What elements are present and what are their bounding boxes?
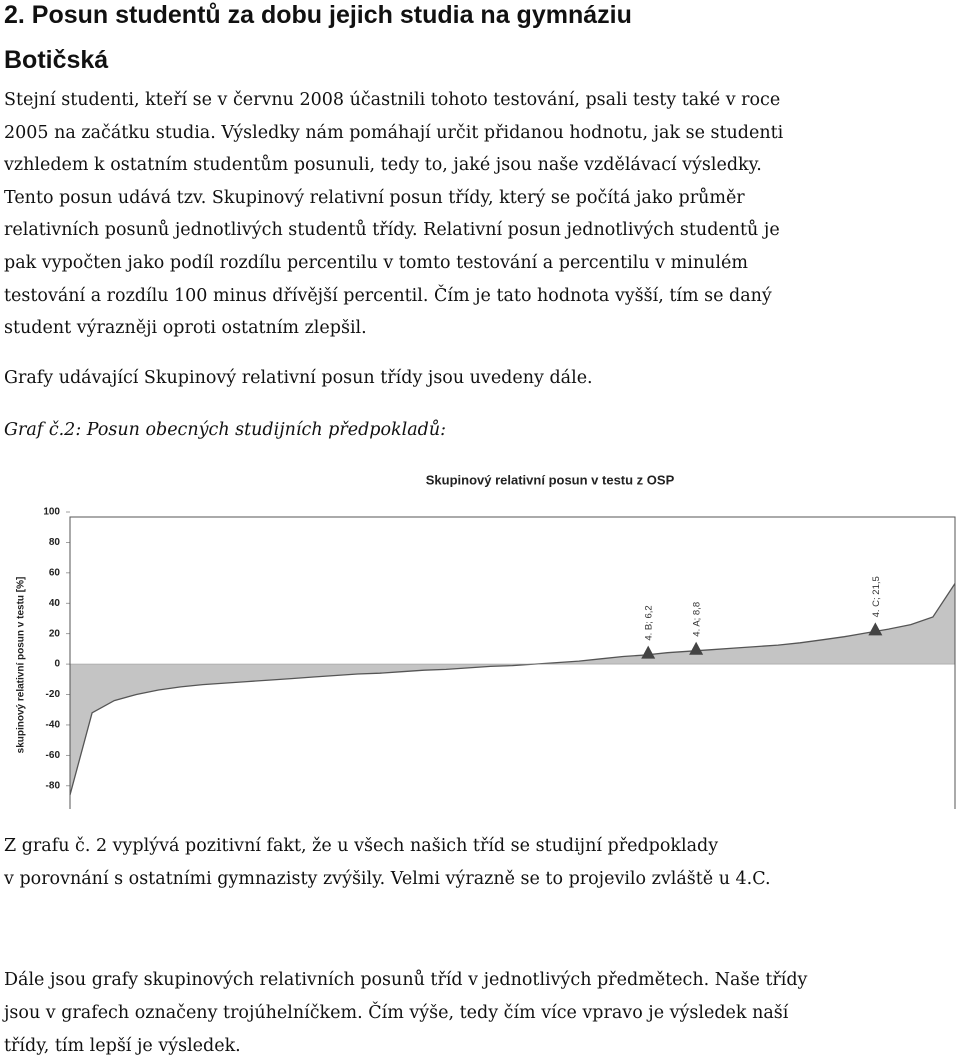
y-tick-label: 40 xyxy=(49,598,61,609)
paragraph-line: student výrazněji oproti ostatním zlepši… xyxy=(4,318,367,339)
heading: Botičská xyxy=(4,46,109,74)
y-tick-label: 80 xyxy=(49,537,61,548)
y-tick-label: -20 xyxy=(46,689,61,700)
y-tick-label: -80 xyxy=(46,780,61,791)
paragraph-line: třídy, tím lepší je výsledek. xyxy=(4,1036,241,1056)
class-marker xyxy=(868,622,883,636)
caption: Graf č.2: Posun obecných studijních před… xyxy=(4,420,447,440)
y-tick-label: 100 xyxy=(43,507,60,518)
paragraph-line: testování a rozdílu 100 minus dřívější p… xyxy=(4,285,772,306)
line xyxy=(69,583,956,796)
chart-title: Skupinový relativní posun v testu z OSP xyxy=(426,472,675,487)
y-tick-label: -40 xyxy=(46,720,61,731)
paragraph-line: relativních posunů jednotlivých studentů… xyxy=(4,220,780,241)
marker-label: 4. C; 21,5 xyxy=(871,576,882,617)
paragraph-line: Z grafu č. 2 vyplývá pozitivní fakt, že … xyxy=(4,836,719,856)
paragraph-line: v porovnání s ostatními gymnazisty zvýši… xyxy=(4,869,771,889)
class-marker xyxy=(641,645,656,659)
y-tick-label: 60 xyxy=(49,567,61,578)
frame xyxy=(69,516,956,809)
marker-label: 4. A; 8,8 xyxy=(692,602,703,637)
y-axis-label: skupinový relativní posun v testu [%] xyxy=(16,577,27,754)
paragraph-line: Stejní studenti, kteří se v červnu 2008 … xyxy=(4,90,781,110)
paragraph-line: pak vypočten jako podíl rozdílu percenti… xyxy=(4,253,748,273)
paragraph-line: Grafy udávající Skupinový relativní posu… xyxy=(4,368,593,388)
heading: 2. Posun studentů za dobu jejich studia … xyxy=(4,1,632,29)
class-marker xyxy=(689,641,704,655)
y-tick-label: -60 xyxy=(46,750,61,761)
marker-label: 4. B; 6,2 xyxy=(644,605,655,640)
paragraph-line: Tento posun udává tzv. Skupinový relativ… xyxy=(4,187,745,208)
paragraph-line: vzhledem k ostatním studentům posunuli, … xyxy=(4,155,762,176)
paragraph-line: jsou v grafech označeny trojúhelníčkem. … xyxy=(4,1003,789,1023)
y-tick-label: 0 xyxy=(54,659,60,670)
paragraph-line: Dále jsou grafy skupinových relativních … xyxy=(4,970,808,990)
area xyxy=(70,583,955,795)
y-tick-label: 20 xyxy=(49,628,61,639)
paragraph-line: 2005 na začátku studia. Výsledky nám pom… xyxy=(4,122,784,143)
